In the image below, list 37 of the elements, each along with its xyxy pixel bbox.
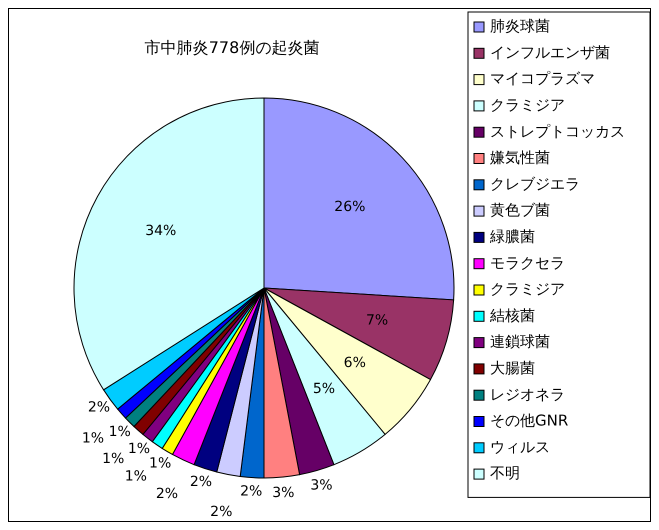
legend-label: 連鎖球菌 [490,332,550,351]
text: 市中肺炎778例の起炎菌 [144,38,320,57]
data-label: 1% [108,424,131,440]
data-label: 34% [145,223,176,240]
legend-label: 肺炎球菌 [490,17,550,36]
legend-label: 大腸菌 [490,358,535,378]
legend-label: インフルエンザ菌 [490,43,610,62]
data-label: 1% [128,441,150,458]
legend-label: ウィルス [490,438,550,456]
legend-label: クレブジエラ [490,174,580,193]
legend-label: マイコプラズマ [490,70,595,88]
legend-label: 緑膿菌 [489,227,535,246]
legend-label: その他GNR [490,412,568,430]
data-label: 6% [344,354,366,371]
data-label: 2% [240,483,262,500]
legend-label: ストレプトコッカス [490,122,625,140]
legend-label: 不明 [490,464,520,482]
data-label: 2% [88,400,110,416]
data-label: 2% [156,486,178,502]
legend-label: レジオネラ [490,385,565,404]
legend-label: 嫌気性菌 [490,148,550,167]
legend-label: 黄色ブ菌 [490,201,550,220]
data-label: 1% [124,468,147,484]
data-label: 26% [334,199,366,216]
data-label: 3% [310,478,333,494]
data-label: 2% [190,474,212,490]
data-label: 7% [366,312,388,329]
legend-label: モラクセラ [490,254,565,272]
data-label: 1% [149,455,172,472]
data-label: 5% [312,381,336,398]
legend-label: クラミジア [490,96,565,114]
data-label: 3% [272,484,294,501]
data-label: 1% [82,430,104,447]
legend-label: クラミジア [490,280,565,298]
legend-label: 結核菌 [489,306,535,324]
data-label: 2% [210,504,232,520]
data-label: 1% [102,450,124,467]
